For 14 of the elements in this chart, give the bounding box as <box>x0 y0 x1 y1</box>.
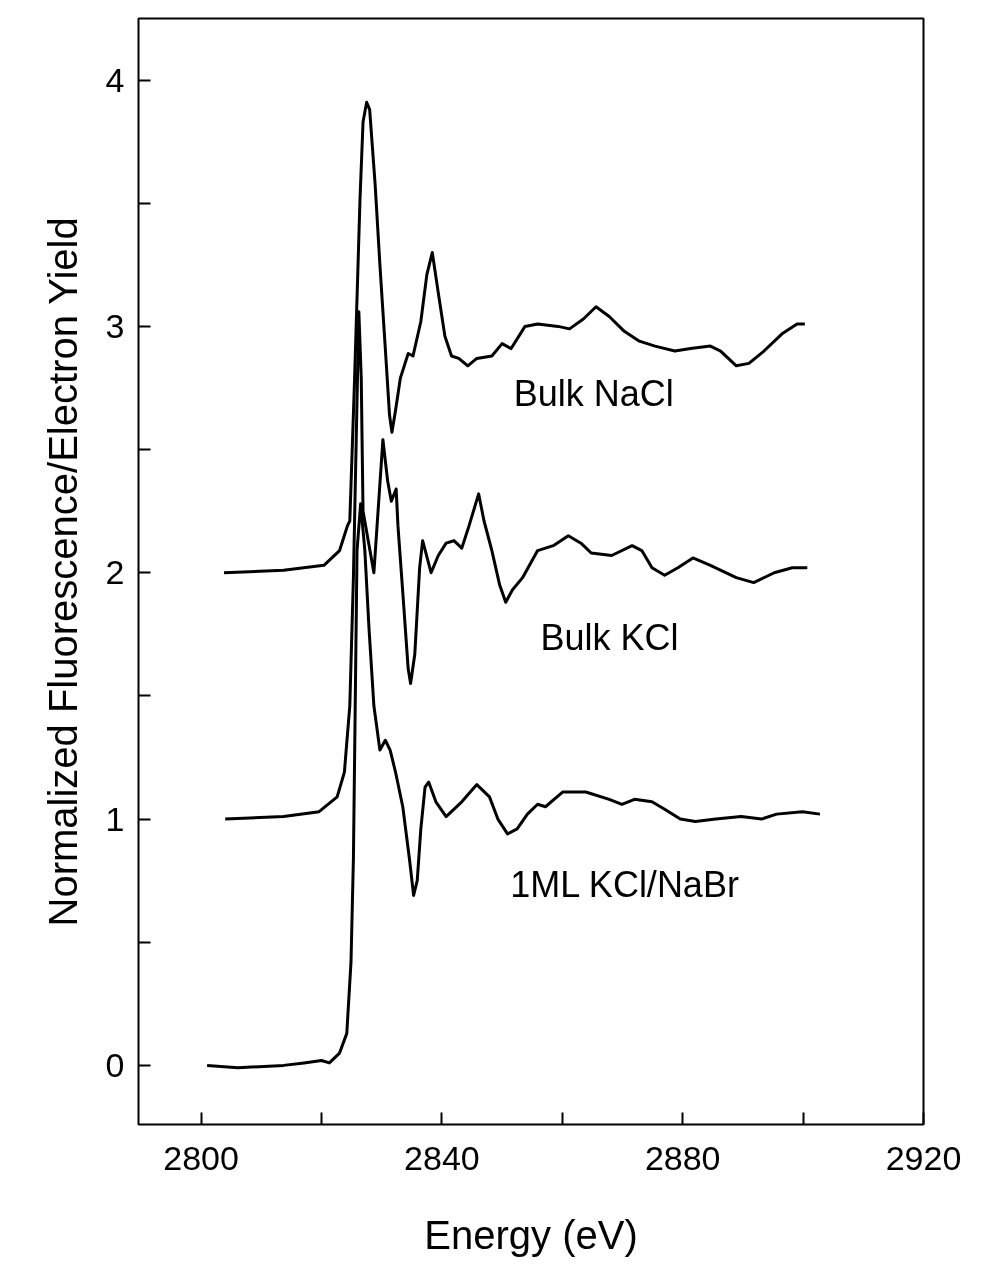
y-tick-label: 2 <box>105 553 125 592</box>
series-label: Bulk KCl <box>540 617 679 659</box>
y-tick-label: 3 <box>105 306 125 345</box>
y-axis-title: Normalized Fluorescence/Electron Yield <box>40 217 85 927</box>
y-tick-label: 1 <box>105 799 125 838</box>
series-label: 1ML KCl/NaBr <box>510 863 739 905</box>
y-tick-label: 0 <box>105 1045 125 1084</box>
x-tick-label: 2840 <box>404 1138 480 1177</box>
x-tick-label: 2920 <box>885 1138 962 1177</box>
series-label: Bulk NaCl <box>513 373 674 415</box>
x-axis-title: Energy (eV) <box>424 1212 638 1257</box>
y-tick-label: 4 <box>105 60 125 99</box>
x-tick-label: 2880 <box>644 1138 721 1177</box>
x-tick-label: 2800 <box>163 1138 239 1177</box>
